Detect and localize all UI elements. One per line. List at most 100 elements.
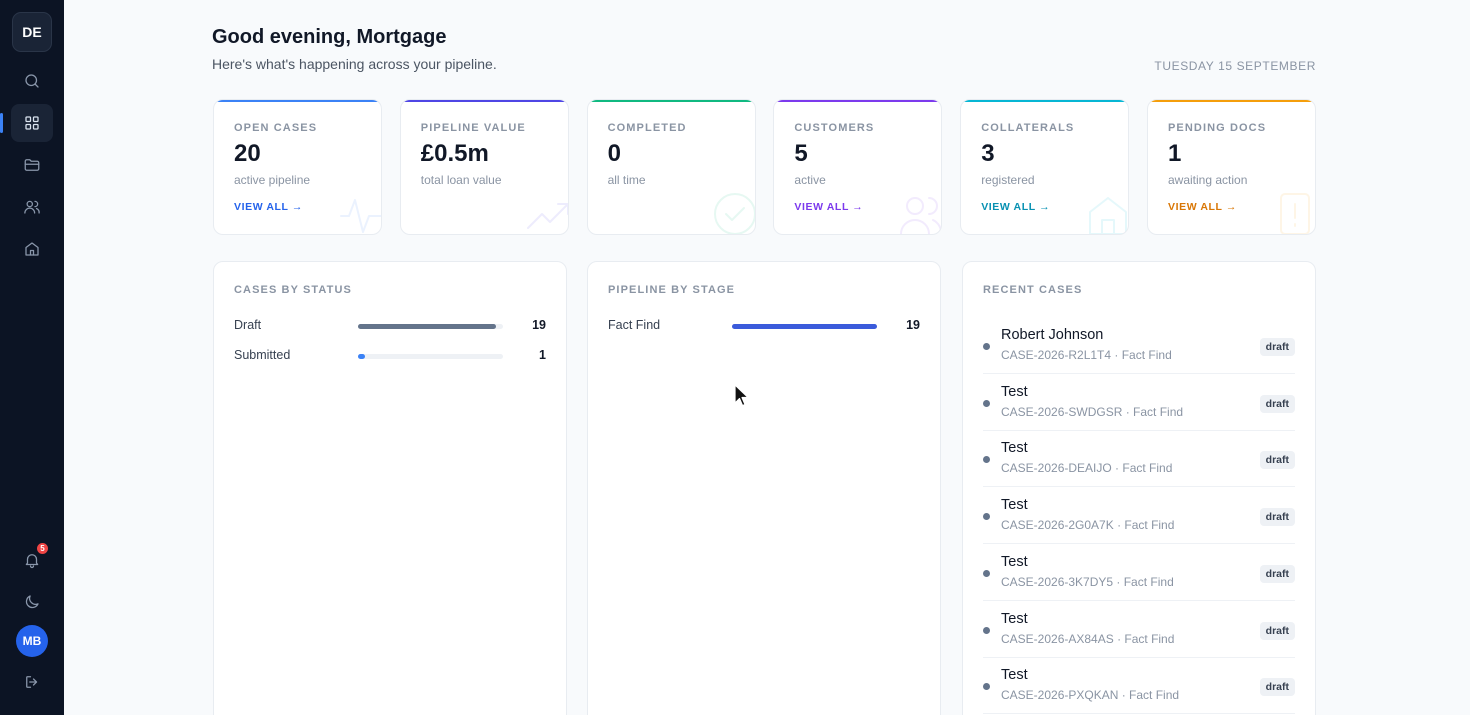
stat-caption: total loan value bbox=[420, 173, 502, 187]
panel-title: CASES BY STATUS bbox=[234, 284, 352, 296]
user-avatar[interactable]: MB bbox=[16, 625, 48, 657]
sidebar: DE 5 MB bbox=[0, 0, 64, 715]
stat-card-collaterals: COLLATERALS 3 registered VIEW ALL → bbox=[960, 99, 1130, 235]
current-date: TUESDAY 15 SEPTEMBER bbox=[1154, 59, 1316, 73]
recent-case-row[interactable]: Test CASE-2026-3K7DY5 · Fact Find draft bbox=[983, 544, 1295, 601]
bar-fill bbox=[358, 354, 366, 359]
case-customer-name: Test bbox=[1001, 440, 1028, 457]
stat-label: PENDING DOCS bbox=[1168, 122, 1267, 134]
stat-value: 0 bbox=[607, 140, 621, 167]
view-all-link[interactable]: VIEW ALL → bbox=[794, 201, 864, 213]
stat-card-pending-docs: PENDING DOCS 1 awaiting action VIEW ALL → bbox=[1147, 99, 1316, 235]
notification-badge: 5 bbox=[36, 542, 49, 555]
stat-value: 20 bbox=[234, 140, 261, 167]
status-dot bbox=[983, 513, 990, 521]
view-all-link[interactable]: VIEW ALL → bbox=[234, 201, 303, 213]
case-reference: CASE-2026-DEAIJO · Fact Find bbox=[1001, 461, 1173, 476]
card-accent-line bbox=[774, 100, 942, 102]
alert-icon bbox=[1280, 193, 1310, 234]
page-title: Good evening, Mortgage bbox=[212, 26, 447, 48]
stat-card-open-cases: OPEN CASES 20 active pipeline VIEW ALL → bbox=[213, 99, 382, 235]
card-accent-line bbox=[214, 100, 381, 102]
view-all-link[interactable]: VIEW ALL → bbox=[1168, 201, 1237, 213]
main-content: Good evening, Mortgage Here's what's hap… bbox=[64, 0, 1470, 715]
stat-caption: awaiting action bbox=[1168, 173, 1248, 187]
bar-label: Submitted bbox=[234, 348, 291, 362]
status-dot bbox=[983, 343, 990, 350]
recent-case-row[interactable]: Test CASE-2026-PXQKAN · Fact Find draft bbox=[983, 657, 1295, 715]
bar-track bbox=[732, 324, 877, 329]
theme-toggle[interactable] bbox=[11, 583, 53, 621]
stat-caption: registered bbox=[981, 173, 1035, 187]
card-accent-line bbox=[1148, 100, 1315, 102]
mouse-cursor-icon bbox=[734, 384, 749, 407]
nav-customers[interactable] bbox=[11, 188, 53, 226]
recent-cases-panel: RECENT CASES Robert Johnson CASE-2026-R2L… bbox=[962, 261, 1316, 715]
status-badge: draft bbox=[1259, 564, 1295, 583]
stat-card-pipeline-value: PIPELINE VALUE £0.5m total loan value bbox=[399, 99, 569, 235]
nav-cases[interactable] bbox=[11, 146, 53, 184]
case-customer-name: Test bbox=[1001, 383, 1028, 400]
bar-count: 19 bbox=[906, 318, 920, 332]
recent-case-row[interactable]: Test CASE-2026-2G0A7K · Fact Find draft bbox=[983, 487, 1295, 545]
cases-by-status-panel: CASES BY STATUS Draft 19 Submitted 1 bbox=[213, 261, 567, 715]
card-accent-line bbox=[587, 100, 755, 102]
check-circle-icon bbox=[713, 193, 755, 234]
stat-card-completed: COMPLETED 0 all time bbox=[586, 99, 756, 235]
page-subtitle: Here's what's happening across your pipe… bbox=[212, 56, 497, 72]
bar-count: 1 bbox=[539, 348, 546, 362]
bar-track bbox=[358, 354, 503, 359]
active-indicator bbox=[0, 113, 3, 133]
status-badge: draft bbox=[1259, 394, 1295, 413]
nav-dashboard[interactable] bbox=[0, 104, 53, 142]
panel-title: PIPELINE BY STAGE bbox=[608, 284, 736, 296]
view-all-link[interactable]: VIEW ALL → bbox=[981, 201, 1051, 213]
status-dot bbox=[983, 399, 990, 407]
recent-case-row[interactable]: Test CASE-2026-AX84AS · Fact Find draft bbox=[983, 601, 1295, 658]
nav-collaterals[interactable] bbox=[11, 230, 53, 268]
stat-value: 1 bbox=[1168, 140, 1182, 167]
recent-case-row[interactable]: Test CASE-2026-DEAIJO · Fact Find draft bbox=[983, 430, 1295, 488]
stat-label: CUSTOMERS bbox=[794, 122, 875, 134]
stat-value: £0.5m bbox=[420, 140, 489, 167]
stat-label: PIPELINE VALUE bbox=[420, 122, 526, 134]
status-badge: draft bbox=[1259, 508, 1295, 527]
card-accent-line bbox=[400, 100, 568, 102]
case-customer-name: Test bbox=[1001, 667, 1028, 684]
card-accent-line bbox=[961, 100, 1129, 102]
brand-logo[interactable]: DE bbox=[12, 12, 52, 52]
stat-caption: active bbox=[794, 173, 826, 187]
case-customer-name: Test bbox=[1001, 553, 1028, 570]
status-dot bbox=[983, 456, 990, 464]
panel-title: RECENT CASES bbox=[983, 284, 1083, 296]
bar-track bbox=[358, 324, 503, 329]
case-reference: CASE-2026-PXQKAN · Fact Find bbox=[1001, 688, 1180, 703]
pipeline-by-stage-panel: PIPELINE BY STAGE Fact Find 19 bbox=[587, 261, 941, 715]
nav-notifications[interactable]: 5 bbox=[11, 541, 53, 579]
status-dot bbox=[983, 569, 990, 577]
folder-icon bbox=[24, 159, 40, 171]
case-customer-name: Test bbox=[1001, 497, 1028, 514]
stat-label: COLLATERALS bbox=[981, 122, 1075, 134]
bar-count: 19 bbox=[532, 318, 546, 332]
bar-label: Fact Find bbox=[608, 318, 661, 332]
home-icon bbox=[1089, 197, 1128, 234]
bell-icon bbox=[25, 554, 39, 569]
logout-icon bbox=[26, 676, 38, 688]
trending-up-icon bbox=[526, 203, 568, 229]
status-badge: draft bbox=[1259, 451, 1295, 470]
nav-search[interactable] bbox=[11, 62, 53, 100]
status-dot bbox=[983, 626, 990, 634]
bar-row-submitted: Submitted 1 bbox=[234, 346, 546, 366]
search-icon bbox=[25, 74, 39, 88]
status-badge: draft bbox=[1259, 621, 1295, 640]
stat-label: OPEN CASES bbox=[234, 122, 318, 134]
case-reference: CASE-2026-AX84AS · Fact Find bbox=[1001, 631, 1175, 646]
logout-button[interactable] bbox=[11, 663, 53, 701]
recent-case-row[interactable]: Test CASE-2026-SWDGSR · Fact Find draft bbox=[983, 374, 1295, 431]
stat-value: 3 bbox=[981, 140, 995, 167]
case-reference: CASE-2026-3K7DY5 · Fact Find bbox=[1001, 574, 1174, 589]
recent-case-row[interactable]: Robert Johnson CASE-2026-R2L1T4 · Fact Fi… bbox=[983, 317, 1295, 374]
stat-caption: all time bbox=[607, 173, 646, 187]
bar-fill bbox=[358, 324, 496, 329]
